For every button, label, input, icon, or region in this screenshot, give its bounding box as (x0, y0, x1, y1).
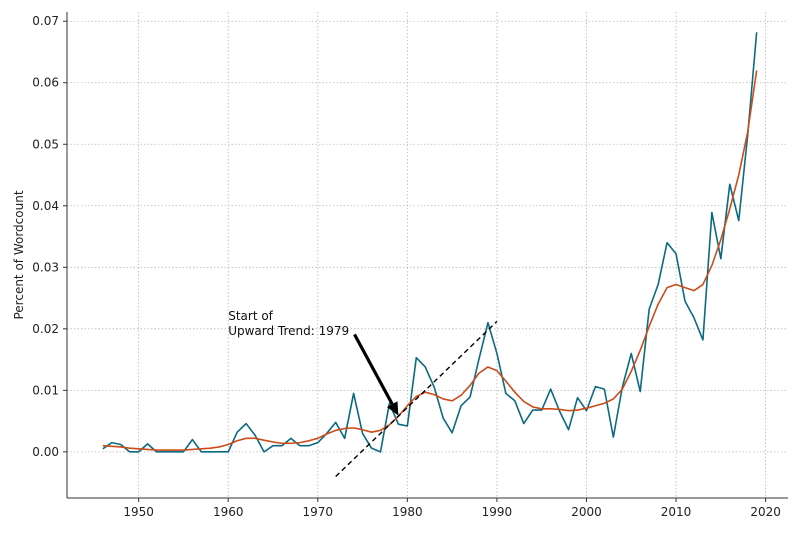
x-tick-label: 2010 (661, 505, 692, 519)
y-tick-label: 0.06 (32, 76, 59, 90)
x-tick-label: 1980 (392, 505, 423, 519)
annotation-arrow-shaft (353, 333, 394, 405)
y-axis-ticks: 0.00 0.01 0.02 0.03 0.04 0.05 0.06 0.07 (32, 14, 67, 459)
raw-series-line (102, 32, 758, 453)
y-tick-label: 0.00 (32, 445, 59, 459)
axes (66, 12, 788, 499)
x-tick-label: 1950 (123, 505, 154, 519)
x-tick-label: 1990 (482, 505, 513, 519)
x-tick-label: 1960 (213, 505, 244, 519)
annotation: Start of Upward Trend: 1979 (228, 309, 399, 416)
x-tick-label: 1970 (303, 505, 334, 519)
y-tick-label: 0.01 (32, 383, 59, 397)
y-tick-label: 0.05 (32, 137, 59, 151)
y-tick-label: 0.07 (32, 14, 59, 28)
annotation-text-line1: Start of (228, 309, 273, 323)
x-axis-ticks: 1950 1960 1970 1980 1990 2000 2010 2020 (123, 498, 781, 519)
grid-lines (67, 12, 788, 498)
y-tick-label: 0.03 (32, 260, 59, 274)
y-axis-title: Percent of Wordcount (12, 190, 26, 319)
y-tick-label: 0.02 (32, 322, 59, 336)
x-tick-label: 2000 (571, 505, 602, 519)
trend-line (335, 320, 498, 477)
plot-area (102, 32, 758, 477)
smoothed-series-line (102, 70, 758, 451)
x-tick-label: 2020 (750, 505, 781, 519)
annotation-arrow-head (386, 401, 399, 416)
y-tick-label: 0.04 (32, 199, 59, 213)
annotation-text-line2: Upward Trend: 1979 (228, 324, 349, 338)
